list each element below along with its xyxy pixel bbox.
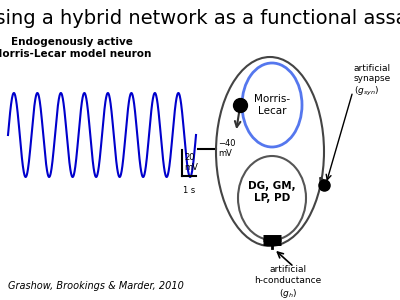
Text: artificial
h-conductance
$(g_h)$: artificial h-conductance $(g_h)$ — [254, 266, 322, 300]
Ellipse shape — [242, 63, 302, 147]
Text: Morris-
Lecar: Morris- Lecar — [254, 94, 290, 116]
Text: 1 s: 1 s — [183, 186, 195, 195]
Text: artificial
synapse
$(g_{syn})$: artificial synapse $(g_{syn})$ — [354, 64, 391, 98]
Text: −40
mV: −40 mV — [218, 139, 236, 158]
Text: Using a hybrid network as a functional assay: Using a hybrid network as a functional a… — [0, 9, 400, 28]
Text: 20
mV: 20 mV — [184, 153, 198, 172]
Text: Endogenously active
Morris-Lecar model neuron: Endogenously active Morris-Lecar model n… — [0, 37, 152, 59]
Text: Grashow, Brookings & Marder, 2010: Grashow, Brookings & Marder, 2010 — [8, 281, 184, 291]
Text: DG, GM,
LP, PD: DG, GM, LP, PD — [248, 181, 296, 203]
Ellipse shape — [238, 156, 306, 240]
